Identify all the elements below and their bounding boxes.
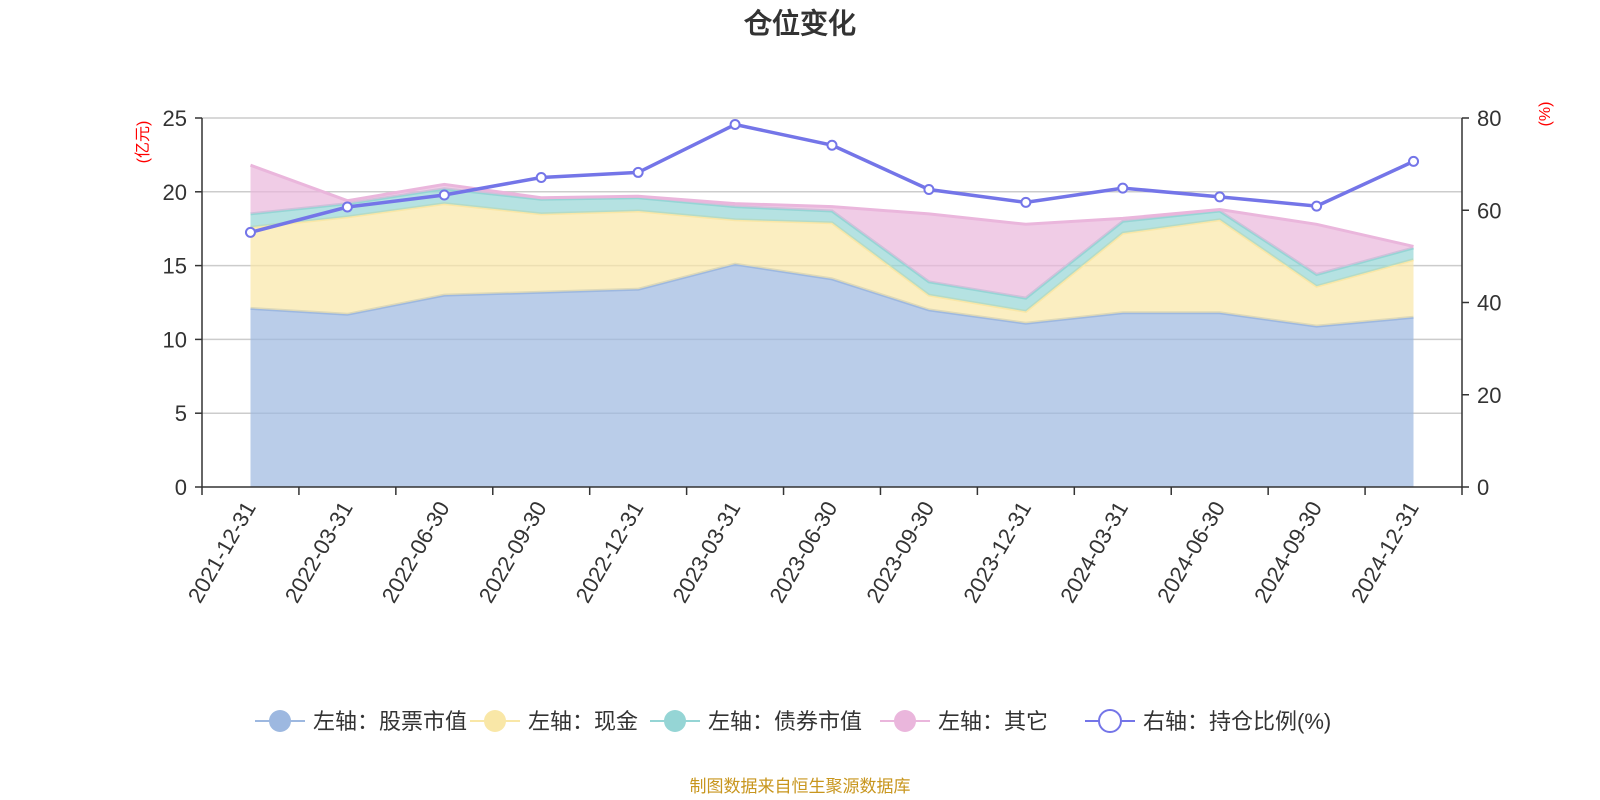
y-left-tick-label: 15 [163,254,187,279]
ratio-point[interactable] [729,118,741,130]
x-tick-label: 2024-03-31 [1055,497,1133,607]
right-axis-unit: (%) [1537,102,1554,127]
ratio-point[interactable] [244,226,256,238]
legend-item[interactable]: 左轴：其它 [880,709,1048,734]
x-tick-label: 2023-03-31 [667,497,745,607]
legend[interactable]: 左轴：股票市值 左轴：现金 左轴：债券市值 左轴：其它 右轴：持仓比例(%) [255,709,1331,734]
legend-marker [484,710,506,732]
legend-marker [664,710,686,732]
legend-label: 左轴：股票市值 [313,709,467,734]
legend-item[interactable]: 左轴：现金 [470,709,638,734]
ratio-point[interactable] [1311,200,1323,212]
ratio-point[interactable] [1117,182,1129,194]
y-right-tick-label: 20 [1477,383,1501,408]
left-axis-unit: (亿元) [134,121,152,164]
x-tick-label: 2024-06-30 [1152,497,1230,607]
x-tick-label: 2021-12-31 [183,497,261,607]
area-series [249,163,1414,487]
y-left-tick-label: 10 [163,327,187,352]
ratio-point[interactable] [535,172,547,184]
y-left-tick-label: 5 [175,401,187,426]
x-tick-label: 2022-03-31 [280,497,358,607]
legend-label: 左轴：其它 [938,709,1048,734]
ratio-point[interactable] [1408,155,1420,167]
legend-label: 左轴：现金 [528,709,638,734]
x-tick-label: 2023-12-31 [958,497,1036,607]
x-tick-label: 2023-09-30 [861,497,939,607]
ratio-point[interactable] [438,189,450,201]
source-note: 制图数据来自恒生聚源数据库 [690,777,911,796]
ratio-point[interactable] [923,183,935,195]
legend-item[interactable]: 左轴：股票市值 [255,709,467,734]
ratio-point[interactable] [341,201,353,213]
y-right-tick-label: 40 [1477,291,1501,316]
x-tick-label: 2024-09-30 [1249,497,1327,607]
ratio-line-series [244,118,1420,238]
y-left-tick-label: 25 [163,106,187,131]
ratio-point[interactable] [632,166,644,178]
legend-label: 左轴：债券市值 [708,709,862,734]
x-tick-label: 2023-06-30 [764,497,842,607]
legend-marker [894,710,916,732]
y-left-tick-label: 0 [175,475,187,500]
ratio-point[interactable] [1020,196,1032,208]
y-right-tick-label: 0 [1477,475,1489,500]
legend-marker [1098,709,1122,733]
area-edge-左轴：其它 [249,163,1414,248]
area-左轴：股票市值 [250,264,1414,487]
x-tick-label: 2022-12-31 [571,497,649,607]
chart-title: 仓位变化 [744,7,856,39]
x-tick-label: 2024-12-31 [1346,497,1424,607]
y-left-tick-label: 20 [163,180,187,205]
y-right-tick-label: 80 [1477,106,1501,131]
ratio-point[interactable] [1214,191,1226,203]
y-right-tick-label: 60 [1477,198,1501,223]
legend-label: 右轴：持仓比例(%) [1143,709,1331,734]
ratio-point[interactable] [826,139,838,151]
legend-item[interactable]: 左轴：债券市值 [650,709,862,734]
x-tick-label: 2022-09-30 [474,497,552,607]
legend-marker [269,710,291,732]
legend-item[interactable]: 右轴：持仓比例(%) [1085,709,1331,734]
x-tick-label: 2022-06-30 [377,497,455,607]
